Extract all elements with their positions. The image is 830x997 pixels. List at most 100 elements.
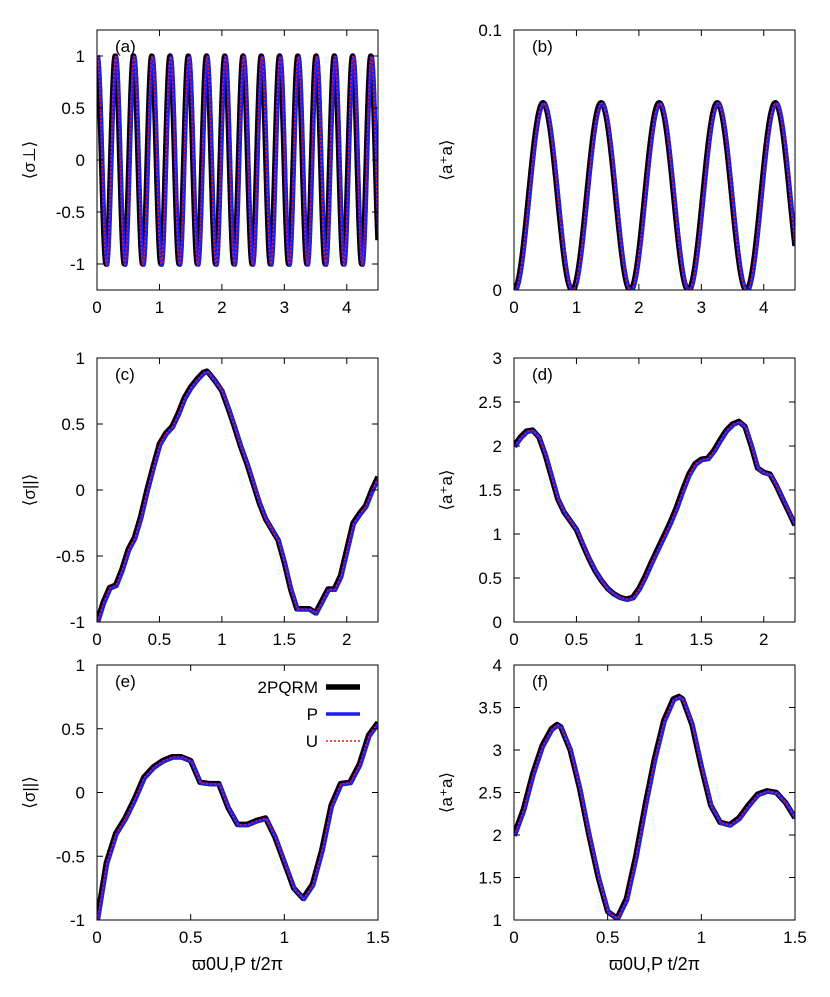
panel-label: (f) [532, 672, 548, 691]
y-tick-label: 3 [493, 741, 502, 760]
x-tick-label: 1 [155, 298, 164, 317]
series-line-P [97, 722, 378, 920]
x-axis-label: ϖ0U,P t/2π [609, 954, 700, 974]
y-tick-label: -1 [70, 613, 85, 632]
y-tick-label: -0.5 [56, 847, 85, 866]
y-tick-label: 0 [76, 481, 85, 500]
y-tick-label: 2.5 [478, 784, 502, 803]
y-axis-label: ⟨a⁺a⟩ [437, 139, 456, 180]
x-tick-label: 0.5 [596, 928, 620, 947]
series-line-U [97, 55, 378, 266]
panel-label: (a) [115, 37, 136, 56]
y-tick-label: 0.5 [61, 720, 85, 739]
x-tick-label: 1.5 [273, 630, 297, 649]
panel-label: (d) [532, 365, 553, 384]
y-tick-label: 0 [493, 281, 502, 300]
y-tick-label: -1 [70, 911, 85, 930]
y-tick-label: 3 [493, 349, 502, 368]
series-line-2PQRM [97, 368, 378, 622]
y-axis-label: ⟨σ⊥⟩ [20, 141, 39, 180]
panel-2: 0 0.5 1 1.5 2 -1 -0.5 0 0.5 1 (c) ⟨σ||⟩ [20, 349, 379, 649]
panel-0: 0 1 2 3 4 -1 -0.5 0 0.5 1 (a) ⟨σ⊥⟩ [20, 29, 379, 317]
x-tick-label: 2 [634, 298, 643, 317]
y-tick-label: 1.5 [478, 869, 502, 888]
y-tick-label: 1 [76, 656, 85, 675]
y-tick-label: -0.5 [56, 547, 85, 566]
y-tick-label: 1.5 [478, 481, 502, 500]
plot-frame [513, 664, 796, 921]
series-group [97, 53, 378, 267]
y-tick-label: 1 [76, 349, 85, 368]
x-tick-label: 1 [280, 928, 289, 947]
y-tick-label: 0.5 [478, 569, 502, 588]
x-tick-label: 0 [509, 298, 518, 317]
panel-label: (b) [532, 37, 553, 56]
y-tick-label: 1 [76, 47, 85, 66]
x-tick-label: 0 [92, 928, 101, 947]
x-tick-label: 2 [342, 630, 351, 649]
y-tick-label: -1 [70, 255, 85, 274]
y-axis-label: ⟨a⁺a⟩ [437, 772, 456, 813]
y-tick-label: 0 [76, 151, 85, 170]
y-tick-label: 2 [493, 826, 502, 845]
y-tick-label: 0.1 [478, 21, 502, 40]
plot-frame [513, 29, 796, 291]
x-tick-label: 3 [280, 298, 289, 317]
y-axis-label: ⟨a⁺a⟩ [437, 469, 456, 510]
series-group [514, 100, 795, 290]
panel-5: 0 0.5 1 1.5 1 1.5 2 2.5 3 3.5 4 (f) ⟨a⁺a⟩ ϖ0U,P t/2π [437, 656, 807, 974]
y-tick-label: 1 [493, 911, 502, 930]
x-tick-label: 0 [509, 928, 518, 947]
series-line-U [97, 722, 378, 920]
y-tick-label: 0.5 [61, 415, 85, 434]
panel-3: 0 0.5 1 1.5 2 0 0.5 1 1.5 2 2.5 3 (d) ⟨a⁺a⟩ [437, 349, 796, 649]
panel-1: 0 1 2 3 4 0 0.1 (b) ⟨a⁺a⟩ [437, 21, 796, 317]
x-tick-label: 0.5 [565, 630, 589, 649]
series-line-P [514, 420, 795, 603]
y-tick-label: 4 [493, 656, 502, 675]
x-tick-label: 1 [697, 928, 706, 947]
x-axis-label: ϖ0U,P t/2π [192, 954, 283, 974]
x-tick-label: 4 [342, 298, 351, 317]
x-tick-label: 0 [92, 630, 101, 649]
y-axis-label: ⟨σ||⟩ [20, 776, 39, 809]
series-line-U [97, 370, 378, 622]
legend-label: U [306, 732, 318, 751]
x-tick-label: 2 [759, 630, 768, 649]
x-tick-label: 1 [572, 298, 581, 317]
x-tick-label: 1 [217, 630, 226, 649]
y-tick-label: 1 [493, 525, 502, 544]
series-line-U [514, 696, 795, 920]
y-tick-label: 2 [493, 437, 502, 456]
series-group [97, 720, 378, 920]
y-tick-label: 0 [76, 784, 85, 803]
series-line-P [514, 695, 795, 920]
series-group [514, 418, 795, 603]
x-tick-label: 1.5 [783, 928, 807, 947]
panel-4: 0 0.5 1 1.5 -1 -0.5 0 0.5 1 (e) ⟨σ||⟩ ϖ0U,P t/2π 2PQ… [20, 656, 390, 974]
series-line-U [514, 420, 795, 601]
panel-label: (c) [115, 365, 135, 384]
x-tick-label: 0 [509, 630, 518, 649]
x-tick-label: 1 [634, 630, 643, 649]
legend-label: 2PQRM [258, 678, 318, 697]
x-tick-label: 0.5 [148, 630, 172, 649]
legend-label: P [307, 705, 318, 724]
x-tick-label: 0 [92, 298, 101, 317]
y-tick-label: 2.5 [478, 393, 502, 412]
panel-label: (e) [115, 672, 136, 691]
y-tick-label: 3.5 [478, 699, 502, 718]
y-axis-label: ⟨σ||⟩ [20, 474, 39, 507]
series-line-P [97, 55, 378, 267]
y-tick-label: 0.5 [61, 99, 85, 118]
x-tick-label: 1.5 [690, 630, 714, 649]
series-group [514, 693, 795, 920]
x-tick-label: 4 [759, 298, 768, 317]
y-tick-label: 0 [493, 613, 502, 632]
x-tick-label: 2 [217, 298, 226, 317]
x-tick-label: 1.5 [366, 928, 390, 947]
series-line-2PQRM [514, 693, 795, 920]
y-tick-label: -0.5 [56, 203, 85, 222]
x-tick-label: 0.5 [179, 928, 203, 947]
